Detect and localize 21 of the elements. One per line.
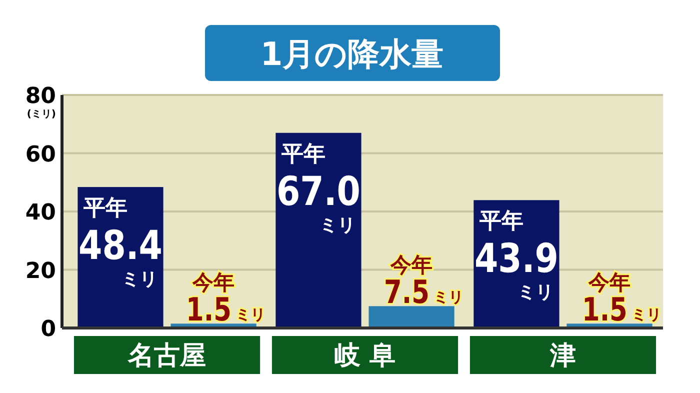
chart-title: 1月の降水量 [260, 35, 444, 73]
y-tick-label: 0 [40, 317, 56, 342]
x-tick-label: 津 [548, 341, 576, 371]
x-tick-label: 岐 阜 [334, 341, 396, 371]
text: 今年 [588, 270, 631, 295]
bar [368, 306, 454, 328]
y-tick-label: 60 [25, 142, 56, 168]
series-label: 平年 [82, 196, 128, 222]
x-tick-label: 名古屋 [127, 341, 206, 371]
series-label: 今年 [192, 270, 235, 295]
y-tick-label: 80 [25, 84, 56, 109]
data-label: 43.9ミリ [474, 236, 558, 304]
text: 平年 [480, 209, 524, 234]
y-tick-label: 40 [25, 200, 56, 226]
data-label: 48.4ミリ [78, 222, 162, 290]
bar [276, 132, 362, 328]
y-tick-label: 20 [25, 258, 56, 284]
data-label: 67.0ミリ [276, 168, 360, 236]
text: 今年 [390, 253, 433, 278]
y-axis-title: (ミリ) [26, 109, 56, 120]
text: 平年 [282, 142, 326, 167]
